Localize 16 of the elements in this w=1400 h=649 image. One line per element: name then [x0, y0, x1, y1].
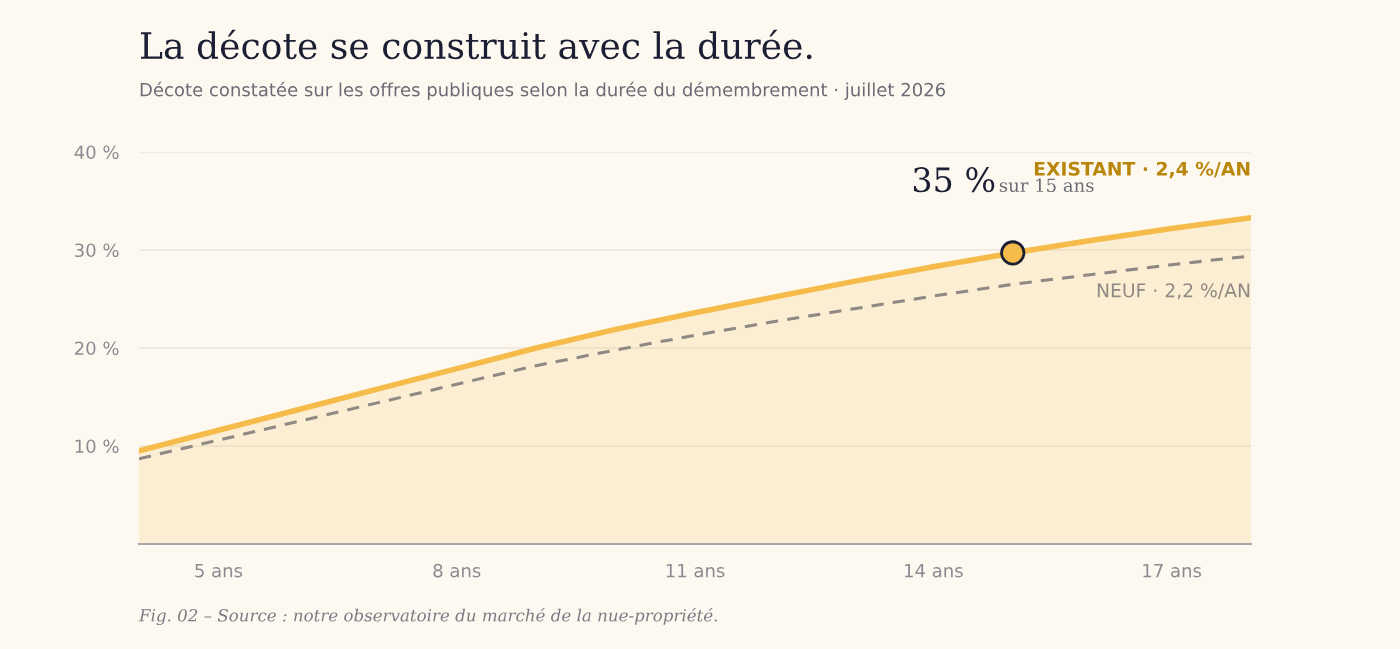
- x-tick-label: 5 ans: [195, 563, 243, 578]
- series-label: NEUF · 2,2 %/AN: [1097, 283, 1250, 300]
- annotation: sur 15 ans: [999, 178, 1094, 193]
- chart-title: La décote se construit avec la durée.: [141, 29, 812, 60]
- x-tick-label: 11 ans: [666, 563, 725, 578]
- annotation: 35 %: [913, 167, 995, 193]
- y-tick-label: 20 %: [75, 341, 119, 356]
- text: EXISTANT · 2,4 %/AN: [1034, 161, 1250, 179]
- chart-subtitle: Décote constatée sur les offres publiques selon la durée du démembrement · juillet 2026: [140, 81, 946, 100]
- x-tick-label: 17 ans: [1143, 563, 1202, 578]
- y-tick-label: 40 %: [74, 145, 119, 160]
- y-tick-label: 10 %: [75, 439, 119, 454]
- x-tick-label: 8 ans: [433, 563, 481, 578]
- caption: Fig. 02 – Source : notre observatoire du marché de la nue-propriété.: [138, 608, 717, 626]
- x-tick-label: 14 ans: [904, 563, 963, 578]
- y-tick-label: 30 %: [75, 243, 119, 258]
